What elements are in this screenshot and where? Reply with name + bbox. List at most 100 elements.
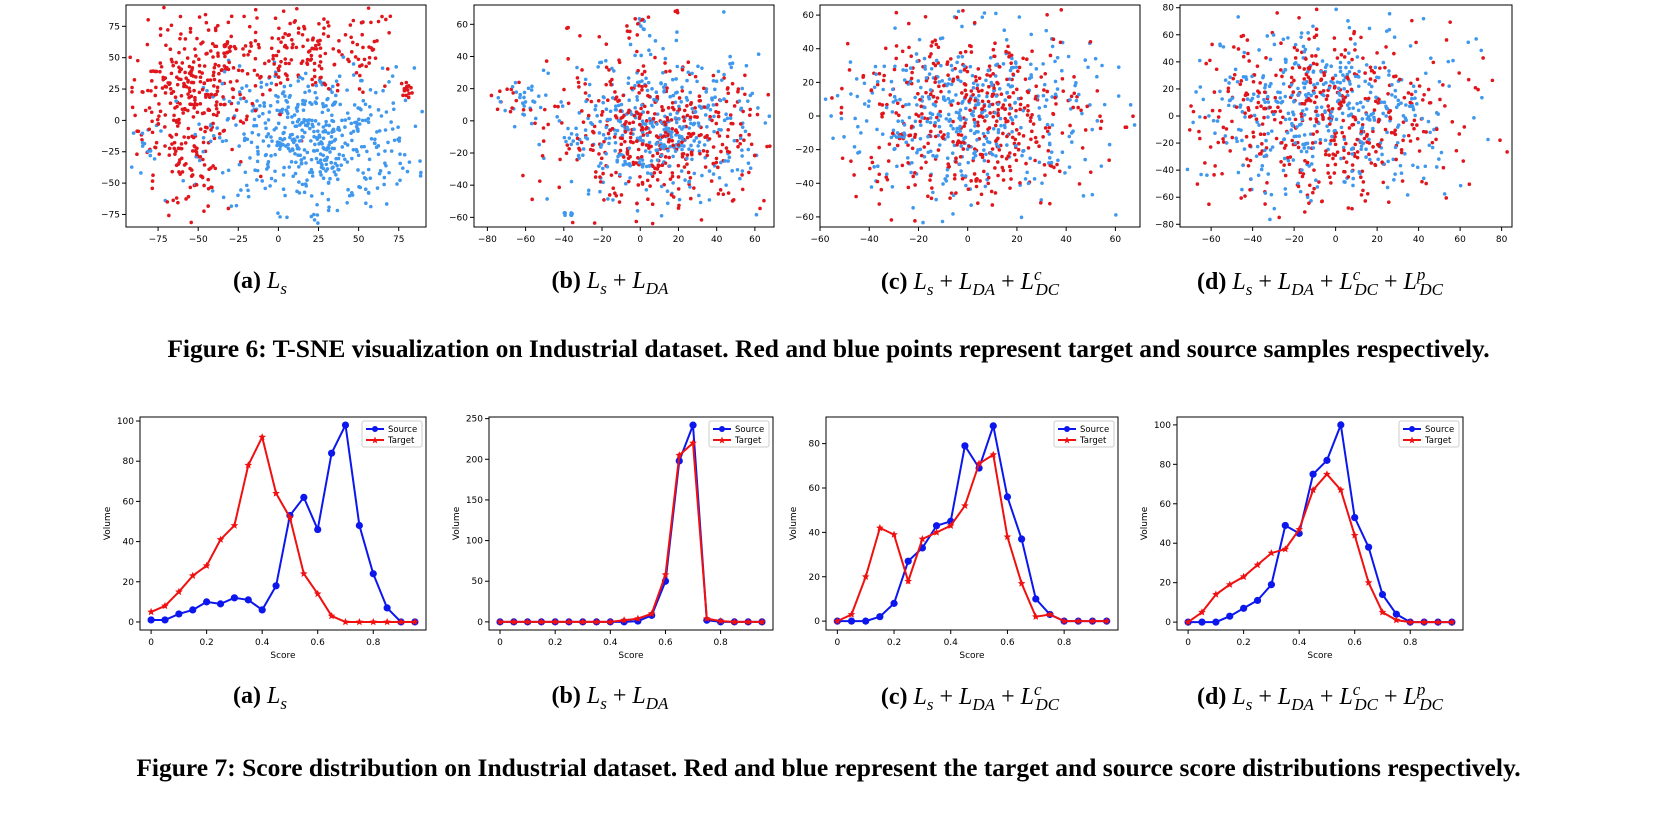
scatter-point bbox=[275, 143, 279, 148]
scatter-point bbox=[295, 146, 300, 151]
scatter-point bbox=[1467, 182, 1472, 187]
x-tick-label: 40 bbox=[1060, 235, 1072, 245]
data-point-target bbox=[1295, 525, 1303, 533]
scatter-point bbox=[1013, 137, 1018, 142]
scatter-point bbox=[1308, 117, 1313, 121]
scatter-point bbox=[1312, 35, 1317, 40]
scatter-point bbox=[869, 185, 874, 189]
scatter-point bbox=[1394, 74, 1398, 78]
scatter-point bbox=[1353, 154, 1357, 159]
scatter-point bbox=[597, 34, 602, 39]
scatter-point bbox=[140, 90, 145, 94]
scatter-point bbox=[1406, 91, 1411, 95]
scatter-point bbox=[823, 97, 828, 101]
scatter-point bbox=[230, 147, 234, 152]
scatter-point bbox=[715, 131, 720, 135]
scatter-point bbox=[756, 106, 760, 110]
scatter-point bbox=[661, 70, 665, 75]
scatter-point bbox=[676, 187, 681, 191]
data-point-target bbox=[189, 571, 197, 579]
scatter-point bbox=[276, 95, 280, 99]
scatter-point bbox=[326, 131, 331, 135]
scatter-point bbox=[709, 179, 714, 183]
x-axis-label: Score bbox=[1307, 651, 1333, 661]
scatter-point bbox=[286, 33, 291, 38]
scatter-point bbox=[186, 78, 190, 83]
scatter-point bbox=[663, 144, 668, 149]
scatter-point bbox=[332, 138, 337, 143]
scatter-point bbox=[634, 219, 639, 224]
scatter-point bbox=[213, 166, 218, 171]
scatter-point bbox=[351, 62, 356, 66]
scatter-point bbox=[705, 153, 709, 158]
scatter-point bbox=[1226, 89, 1231, 94]
scatter-point bbox=[302, 190, 307, 195]
scatter-point bbox=[690, 71, 694, 76]
scatter-point bbox=[584, 99, 588, 104]
scatter-point bbox=[569, 142, 574, 147]
scatter-point bbox=[1328, 122, 1332, 126]
scatter-point bbox=[1281, 82, 1286, 86]
scatter-point bbox=[1346, 51, 1351, 55]
scatter-point bbox=[149, 110, 154, 115]
scatter-point bbox=[1031, 122, 1036, 126]
scatter-point bbox=[859, 131, 863, 135]
scatter-point bbox=[652, 112, 657, 116]
scatter-point bbox=[197, 57, 201, 62]
scatter-point bbox=[332, 129, 336, 133]
scatter-point bbox=[1326, 171, 1330, 175]
data-point-target bbox=[510, 617, 518, 626]
data-point-source bbox=[341, 421, 350, 429]
scatter-point bbox=[654, 90, 659, 94]
scatter-point bbox=[1060, 131, 1065, 135]
scatter-point bbox=[214, 100, 219, 104]
scatter-point bbox=[732, 104, 737, 108]
scatter-point bbox=[1019, 215, 1024, 220]
scatter-point bbox=[318, 170, 323, 174]
scatter-point bbox=[1041, 62, 1045, 66]
scatter-point bbox=[341, 55, 346, 59]
scatter-point bbox=[326, 146, 331, 151]
scatter-point bbox=[293, 124, 298, 129]
scatter-point bbox=[265, 162, 270, 167]
scatter-point bbox=[640, 72, 645, 77]
scatter-point bbox=[182, 163, 187, 167]
scatter-point bbox=[264, 82, 269, 87]
scatter-point bbox=[1364, 112, 1369, 117]
scatter-point bbox=[996, 173, 1000, 178]
scatter-point bbox=[236, 101, 241, 105]
scatter-point bbox=[562, 135, 567, 140]
scatter-point bbox=[380, 66, 385, 70]
scatter-point bbox=[1392, 35, 1397, 39]
scatter-point bbox=[1367, 26, 1372, 31]
scatter-point bbox=[334, 172, 338, 177]
scatter-point bbox=[276, 211, 280, 215]
scatter-point bbox=[250, 101, 255, 106]
scatter-point bbox=[663, 122, 668, 127]
scatter-point bbox=[567, 136, 572, 140]
scatter-point bbox=[904, 140, 909, 145]
scatter-point bbox=[203, 129, 207, 134]
scatter-point bbox=[1069, 131, 1074, 135]
scatter-point bbox=[1240, 110, 1245, 114]
scatter-point bbox=[212, 84, 216, 88]
scatter-point bbox=[309, 194, 314, 198]
scatter-point bbox=[907, 45, 911, 50]
scatter-point bbox=[707, 169, 712, 173]
scatter-point bbox=[543, 107, 547, 112]
x-tick-label: −20 bbox=[593, 235, 612, 245]
data-point-source bbox=[1337, 421, 1345, 429]
scatter-point bbox=[1411, 105, 1415, 109]
scatter-point bbox=[212, 77, 217, 82]
scatter-point bbox=[1266, 115, 1270, 119]
scatter-point bbox=[197, 69, 202, 74]
scatter-point bbox=[337, 49, 342, 54]
scatter-point bbox=[1301, 81, 1306, 85]
scatter-point bbox=[236, 68, 241, 73]
scatter-point bbox=[697, 193, 701, 198]
scatter-point bbox=[1076, 92, 1081, 97]
scatter-point bbox=[1457, 132, 1462, 136]
scatter-point bbox=[1412, 126, 1416, 131]
scatter-point bbox=[315, 202, 319, 207]
scatter-point bbox=[718, 188, 723, 192]
